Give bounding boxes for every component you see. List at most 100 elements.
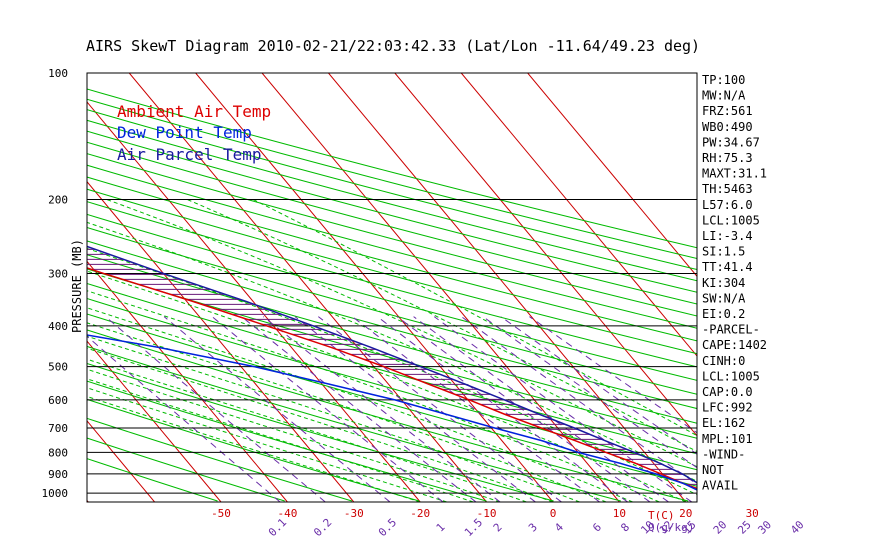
ambient-air-temp-line: [87, 267, 697, 490]
index-row: LCL:1005: [702, 213, 760, 227]
moist-adiabat-line: [87, 378, 474, 502]
moist-adiabat-line: [87, 347, 554, 502]
isotherm-line: [87, 340, 222, 502]
bottom-temp-tick-label: 30: [746, 507, 759, 520]
mixing-ratio-line: [376, 316, 628, 502]
index-row: TT:41.4: [702, 260, 753, 274]
legend-dewpoint: Dew Point Temp: [117, 123, 252, 142]
pressure-tick-label: 600: [48, 394, 68, 407]
dry-adiabat-line: [87, 329, 689, 502]
pressure-tick-label: 700: [48, 422, 68, 435]
moist-adiabat-line: [87, 368, 501, 502]
mixing-ratio-line: [105, 316, 326, 502]
index-row: LI:-3.4: [702, 229, 753, 243]
cape-hatching: [87, 248, 697, 485]
legend: Ambient Air Temp Dew Point Temp Air Parc…: [117, 102, 271, 164]
pressure-tick-label: 300: [48, 267, 68, 280]
chart-frame: [86, 72, 698, 503]
mixing-ratio-line: [433, 316, 693, 502]
isotherm-line: [460, 73, 697, 357]
pressure-tick-label: 400: [48, 320, 68, 333]
dry-adiabat-line: [87, 313, 697, 487]
mixing-ratio-line: [317, 316, 562, 502]
dry-adiabat-line: [87, 254, 697, 424]
index-row: WB0:490: [702, 120, 753, 134]
dry-adiabat-line: [87, 98, 697, 260]
air-parcel-temp-line: [87, 245, 697, 484]
legend-parcel: Air Parcel Temp: [117, 145, 262, 164]
bottom-temp-tick-label: -40: [277, 507, 297, 520]
dry-adiabat-line: [87, 109, 697, 271]
index-row: PW:34.67: [702, 135, 760, 149]
mixing-ratio-line: [500, 316, 697, 455]
dry-adiabat-line: [87, 119, 697, 282]
dry-adiabat-line: [87, 398, 420, 502]
isotherm-line: [87, 260, 288, 502]
bottom-temp-tick-label: 10: [613, 507, 626, 520]
dry-adiabat-line: [87, 362, 554, 502]
index-row: TP:100: [702, 73, 745, 87]
index-row: SI:1.5: [702, 245, 745, 259]
mixing-ratio-line: [87, 335, 281, 502]
bottom-temp-tick-label: -20: [410, 507, 430, 520]
dry-adiabat-line: [87, 297, 697, 471]
index-row: MPL:101: [702, 432, 753, 446]
y-axis-label: PRESSURE (MB): [70, 239, 84, 333]
mixing-ratio-line: [211, 316, 444, 502]
bottom-temp-tick-label: 0: [550, 507, 557, 520]
moist-adiabat-line: [87, 387, 447, 502]
pressure-tick-label: 800: [48, 446, 68, 459]
mixing-ratio-unit-label: Q(g/kg): [648, 521, 694, 534]
index-row: LCL:1005: [702, 369, 760, 383]
chart-title: AIRS SkewT Diagram 2010-02-21/22:03:42.3…: [86, 37, 700, 55]
index-row: FRZ:561: [702, 104, 753, 118]
moist-adiabat-line: [106, 199, 697, 468]
index-row: MAXT:31.1: [702, 167, 767, 181]
dry-adiabat-line: [87, 141, 697, 305]
dry-adiabat-line: [87, 153, 697, 317]
isotherm-line: [195, 73, 554, 502]
temp-unit-label: T(C): [648, 509, 675, 522]
dew-point-temp-line: [87, 334, 697, 491]
dry-adiabat-line: [87, 417, 353, 502]
moist-adiabat-line: [87, 358, 527, 502]
moist-adiabats: [87, 199, 697, 502]
mixing-ratio-line: [163, 316, 391, 502]
isotherm-line: [527, 73, 697, 278]
index-row: AVAIL: [702, 479, 738, 493]
bottom-temp-tick-label: -30: [344, 507, 364, 520]
dry-adiabat-line: [87, 88, 697, 249]
isobars: [87, 73, 697, 494]
index-row: MW:N/A: [702, 89, 746, 103]
index-row: KI:304: [702, 276, 745, 290]
index-row: EI:0.2: [702, 307, 745, 321]
index-row: -WIND-: [702, 447, 745, 461]
moist-adiabat-line: [87, 335, 580, 502]
dry-adiabat-line: [87, 176, 697, 342]
index-row: -PARCEL-: [702, 323, 760, 337]
dry-adiabat-line: [87, 226, 697, 395]
mixing-ratio-line: [413, 316, 669, 502]
index-row: CAPE:1402: [702, 338, 767, 352]
mixing-ratio-line: [482, 316, 697, 469]
index-row: L57:6.0: [702, 198, 753, 212]
bottom-temp-tick-label: 20: [679, 507, 692, 520]
index-row: CINH:0: [702, 354, 745, 368]
isotherm-line: [87, 180, 355, 502]
mixing-ratio-line: [241, 316, 477, 502]
isotherm-line: [87, 101, 421, 502]
dry-adiabat-line: [87, 188, 697, 355]
index-row: EL:162: [702, 416, 745, 430]
pressure-tick-label: 100: [48, 67, 68, 80]
plot-area: [87, 73, 697, 502]
moist-adiabat-line: [87, 290, 660, 502]
moist-adiabat-line: [187, 199, 697, 453]
pressure-tick-label: 1000: [42, 487, 69, 500]
dry-adiabat-line: [87, 345, 621, 502]
isotherm-line: [87, 420, 155, 502]
dry-adiabats: [87, 88, 697, 502]
moist-adiabat-line: [252, 199, 697, 437]
moist-adiabat-line: [87, 247, 697, 496]
